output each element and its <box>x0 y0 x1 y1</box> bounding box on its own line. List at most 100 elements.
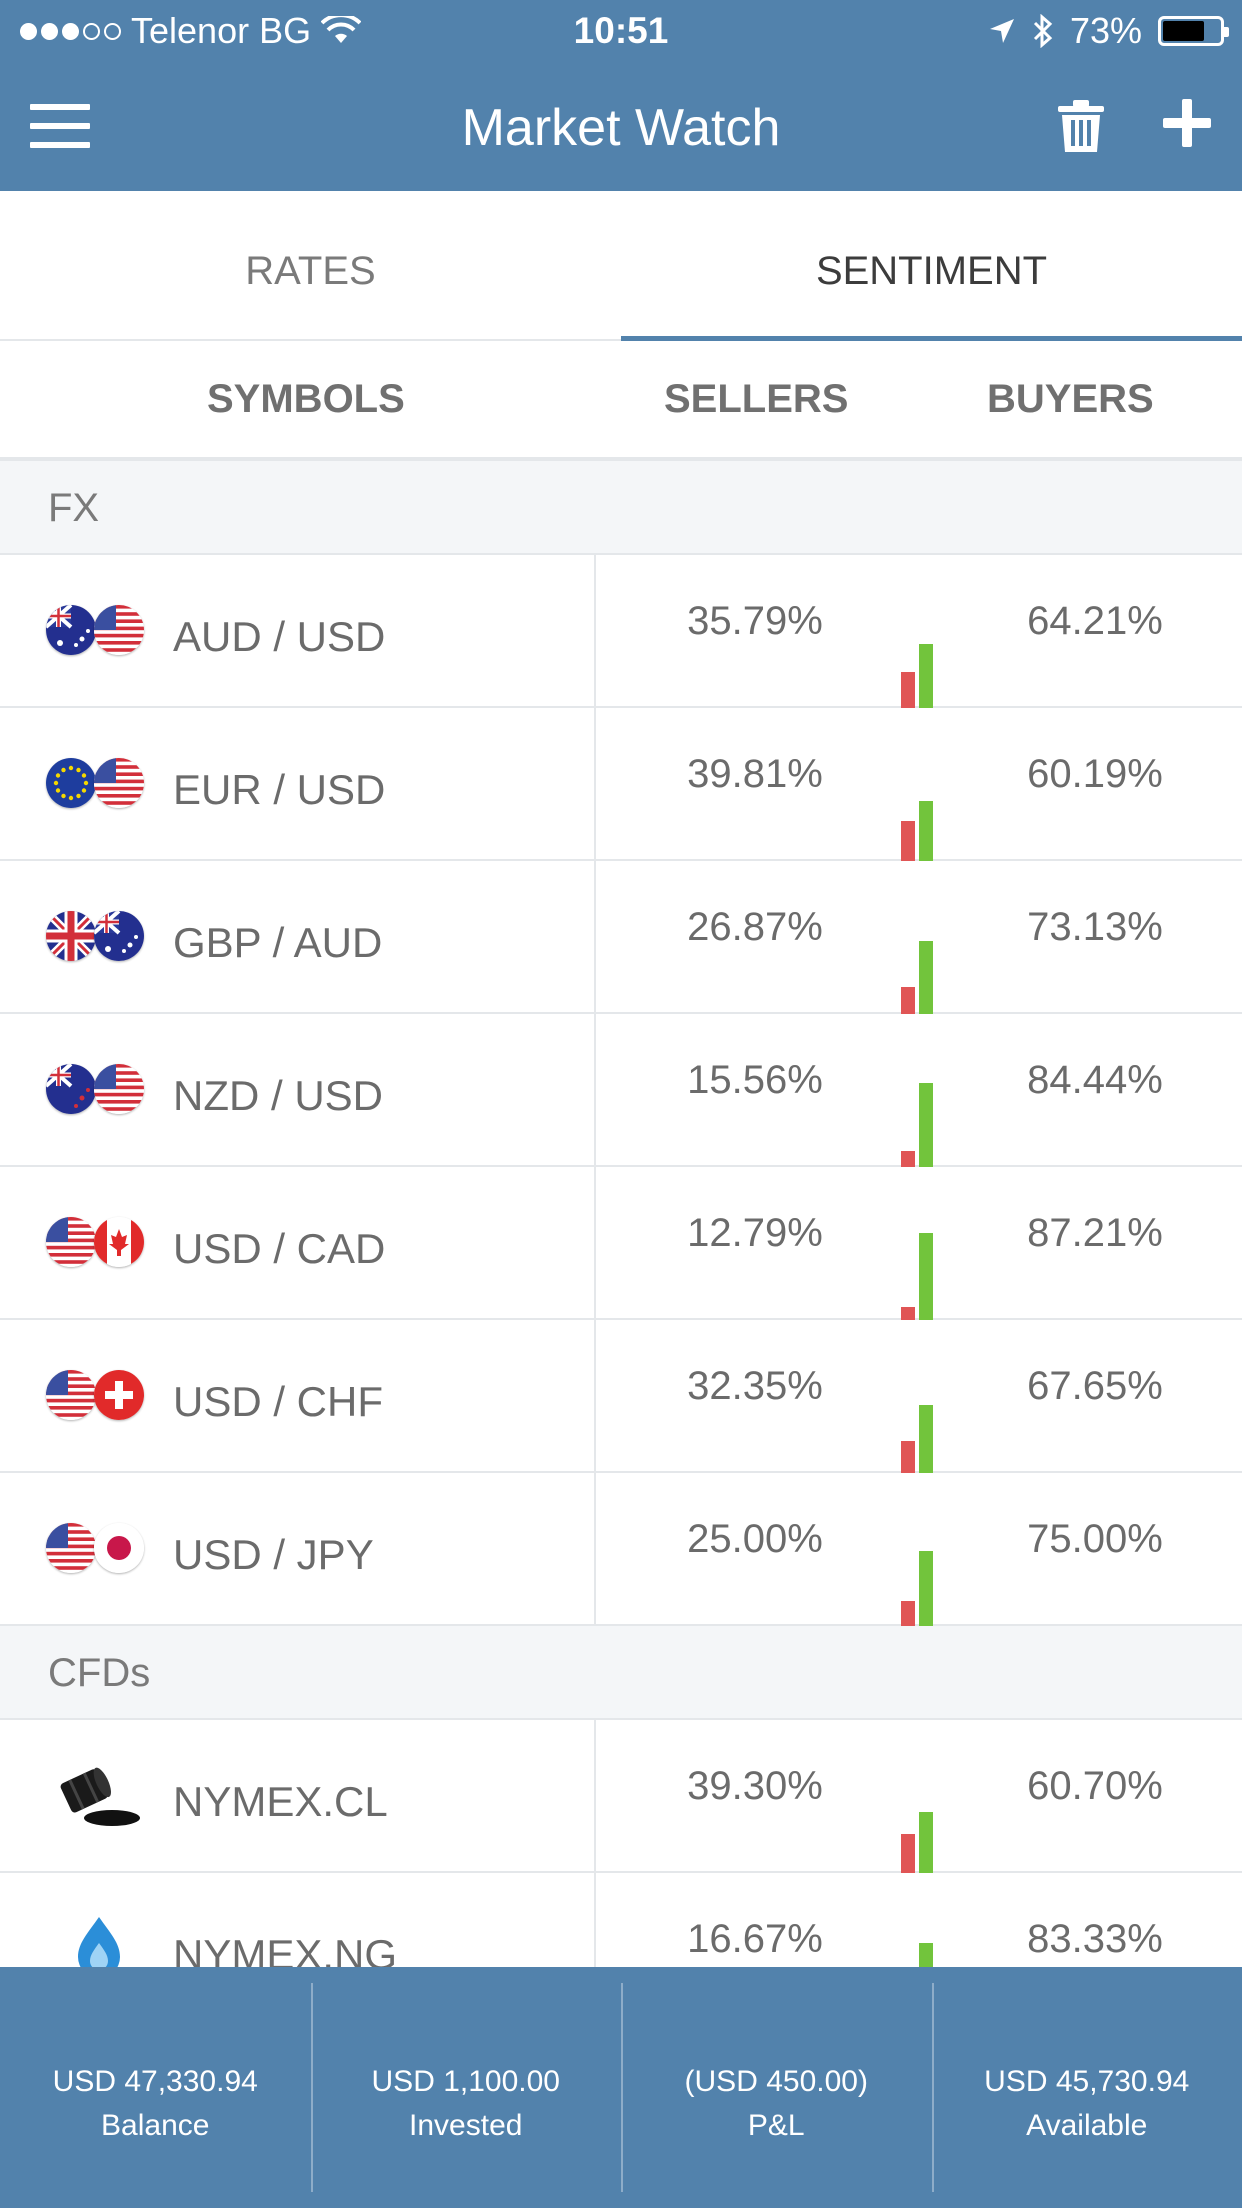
list-item[interactable]: GBP / AUD 26.87% 73.13% <box>0 861 1242 1014</box>
symbol-name: AUD / USD <box>173 613 386 660</box>
buyers-percent: 60.19% <box>1027 752 1163 796</box>
us-flag-icon <box>94 1064 144 1114</box>
sellers-percent: 16.67% <box>687 1917 823 1961</box>
sellers-percent: 32.35% <box>687 1364 823 1408</box>
ca-flag-icon <box>94 1217 144 1267</box>
sentiment-list[interactable]: FX AUD / USD 35.79% 64.21% EUR / USD 39.… <box>0 461 1242 1967</box>
column-divider <box>594 708 596 861</box>
buyers-bar <box>919 1812 933 1873</box>
active-tab-indicator <box>621 336 1242 342</box>
app-header: Telenor BG 10:51 73% Market W <box>0 0 1242 191</box>
sellers-percent: 25.00% <box>687 1517 823 1561</box>
list-item[interactable]: EUR / USD 39.81% 60.19% <box>0 708 1242 861</box>
sellers-percent: 35.79% <box>687 599 823 643</box>
sellers-percent: 39.81% <box>687 752 823 796</box>
currency-pair-flags <box>46 758 146 808</box>
buyers-percent: 84.44% <box>1027 1058 1163 1102</box>
column-divider <box>594 1320 596 1473</box>
list-item[interactable]: USD / CAD 12.79% 87.21% <box>0 1167 1242 1320</box>
sellers-bar <box>901 1307 915 1320</box>
sellers-percent: 15.56% <box>687 1058 823 1102</box>
invested-label: Invested <box>409 2109 523 2142</box>
currency-pair-flags <box>46 911 146 961</box>
hamburger-menu-icon[interactable] <box>30 104 90 148</box>
column-divider <box>594 1014 596 1167</box>
tab-sentiment[interactable]: SENTIMENT <box>815 249 1048 293</box>
segment-tabs: RATES SENTIMENT <box>0 191 1242 342</box>
signal-strength-icon <box>20 22 121 40</box>
invested-summary[interactable]: USD 1,100.00 Invested <box>310 1967 622 2208</box>
list-item[interactable]: NYMEX.NG 16.67% 83.33% <box>0 1873 1242 1967</box>
balance-summary[interactable]: USD 47,330.94 Balance <box>0 1967 311 2208</box>
status-bar: Telenor BG 10:51 73% <box>0 0 1242 62</box>
list-item[interactable]: NYMEX.CL 39.30% 60.70% <box>0 1720 1242 1873</box>
pnl-label: P&L <box>747 2109 805 2142</box>
status-left: Telenor BG <box>20 10 362 52</box>
account-summary-bar: USD 47,330.94 Balance USD 1,100.00 Inves… <box>0 1967 1242 2208</box>
gb-flag-icon <box>46 911 96 961</box>
jp-flag-icon <box>94 1523 144 1573</box>
buyers-bar <box>919 1551 933 1626</box>
nz-flag-icon <box>46 1064 96 1114</box>
symbol-name: NYMEX.NG <box>173 1931 398 1967</box>
oil-barrel-icon <box>56 1760 142 1830</box>
location-arrow-icon <box>989 19 1014 43</box>
column-divider <box>594 555 596 708</box>
carrier-name: Telenor BG <box>131 10 312 51</box>
column-divider <box>594 1473 596 1626</box>
column-headers: SYMBOLS SELLERS BUYERS <box>0 341 1242 461</box>
sellers-bar <box>901 672 915 708</box>
ch-flag-icon <box>94 1370 144 1420</box>
buyers-bar <box>919 1943 933 1967</box>
buyers-bar <box>919 1233 933 1320</box>
buyers-percent: 67.65% <box>1027 1364 1163 1408</box>
sellers-percent: 12.79% <box>687 1211 823 1255</box>
column-divider <box>594 1873 596 1967</box>
available-summary[interactable]: USD 45,730.94 Available <box>931 1967 1242 2208</box>
sellers-bar <box>901 821 915 861</box>
list-item[interactable]: USD / JPY 25.00% 75.00% <box>0 1473 1242 1626</box>
us-flag-icon <box>46 1217 96 1267</box>
buyers-bar <box>919 1405 933 1473</box>
symbol-name: GBP / AUD <box>173 919 383 966</box>
sellers-bar <box>901 1834 915 1873</box>
buyers-bar <box>919 941 933 1014</box>
column-divider <box>594 1167 596 1320</box>
currency-pair-flags <box>46 1064 146 1114</box>
sellers-bar <box>901 1151 915 1167</box>
symbol-name: NZD / USD <box>173 1072 383 1119</box>
column-divider <box>594 1720 596 1873</box>
list-item[interactable]: AUD / USD 35.79% 64.21% <box>0 555 1242 708</box>
add-icon[interactable] <box>1163 99 1211 147</box>
list-item[interactable]: NZD / USD 15.56% 84.44% <box>0 1014 1242 1167</box>
us-flag-icon <box>46 1523 96 1573</box>
column-header-symbols: SYMBOLS <box>207 377 405 421</box>
symbol-name: EUR / USD <box>173 766 386 813</box>
tab-rates[interactable]: RATES <box>245 249 376 293</box>
us-flag-icon <box>94 758 144 808</box>
sellers-bar <box>901 1601 915 1626</box>
status-right: 73% <box>988 10 1229 52</box>
status-time: 10:51 <box>573 10 669 51</box>
wifi-icon <box>321 16 362 43</box>
trash-icon[interactable] <box>1056 98 1106 154</box>
au-flag-icon <box>46 605 96 655</box>
available-value: USD 45,730.94 <box>984 2065 1190 2098</box>
column-header-buyers: BUYERS <box>987 377 1154 421</box>
sellers-percent: 26.87% <box>687 905 823 949</box>
symbol-name: USD / JPY <box>173 1531 374 1578</box>
au-flag-icon <box>94 911 144 961</box>
battery-icon <box>1158 16 1229 46</box>
available-label: Available <box>1026 2109 1148 2142</box>
buyers-bar <box>919 1083 933 1167</box>
pnl-summary[interactable]: (USD 450.00) P&L <box>621 1967 932 2208</box>
gas-flame-icon <box>56 1913 142 1967</box>
invested-value: USD 1,100.00 <box>371 2065 560 2098</box>
eu-flag-icon <box>46 758 96 808</box>
currency-pair-flags <box>46 605 146 655</box>
battery-percent: 73% <box>1069 10 1142 51</box>
balance-label: Balance <box>101 2109 210 2142</box>
list-item[interactable]: USD / CHF 32.35% 67.65% <box>0 1320 1242 1473</box>
buyers-percent: 83.33% <box>1027 1917 1163 1961</box>
section-header-cfds: CFDs <box>0 1626 1242 1720</box>
